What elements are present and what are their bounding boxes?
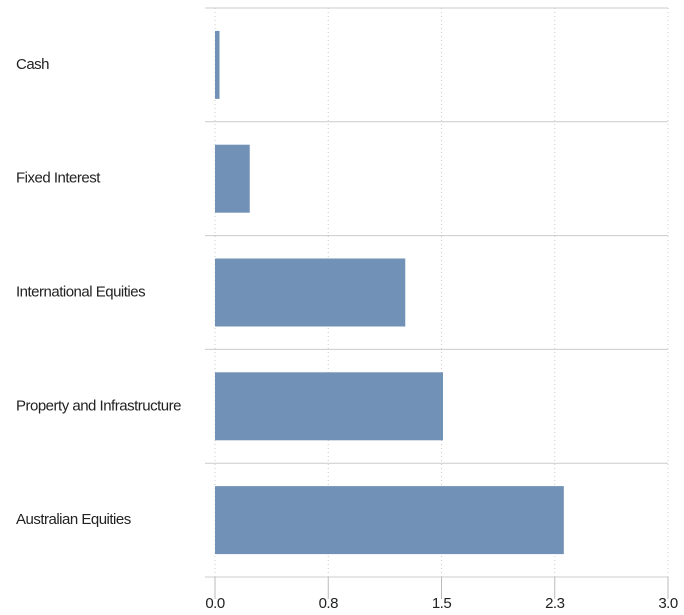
bar (215, 30, 220, 99)
x-tick-label: 0.0 (205, 595, 225, 612)
bar (215, 486, 564, 555)
y-tick-label: International Equities (16, 283, 145, 300)
y-tick-label: Cash (16, 56, 49, 73)
x-tick-label: 0.8 (319, 595, 339, 612)
x-tick-label: 3.0 (658, 595, 678, 612)
x-tick-label: 1.5 (432, 595, 452, 612)
y-tick-label: Property and Infrastructure (16, 397, 181, 414)
bar (215, 372, 444, 441)
y-tick-label: Australian Equities (16, 511, 131, 528)
y-tick-label: Fixed Interest (16, 170, 101, 187)
bar (215, 258, 406, 327)
x-tick-label: 2.3 (545, 595, 565, 612)
bar (215, 144, 250, 213)
